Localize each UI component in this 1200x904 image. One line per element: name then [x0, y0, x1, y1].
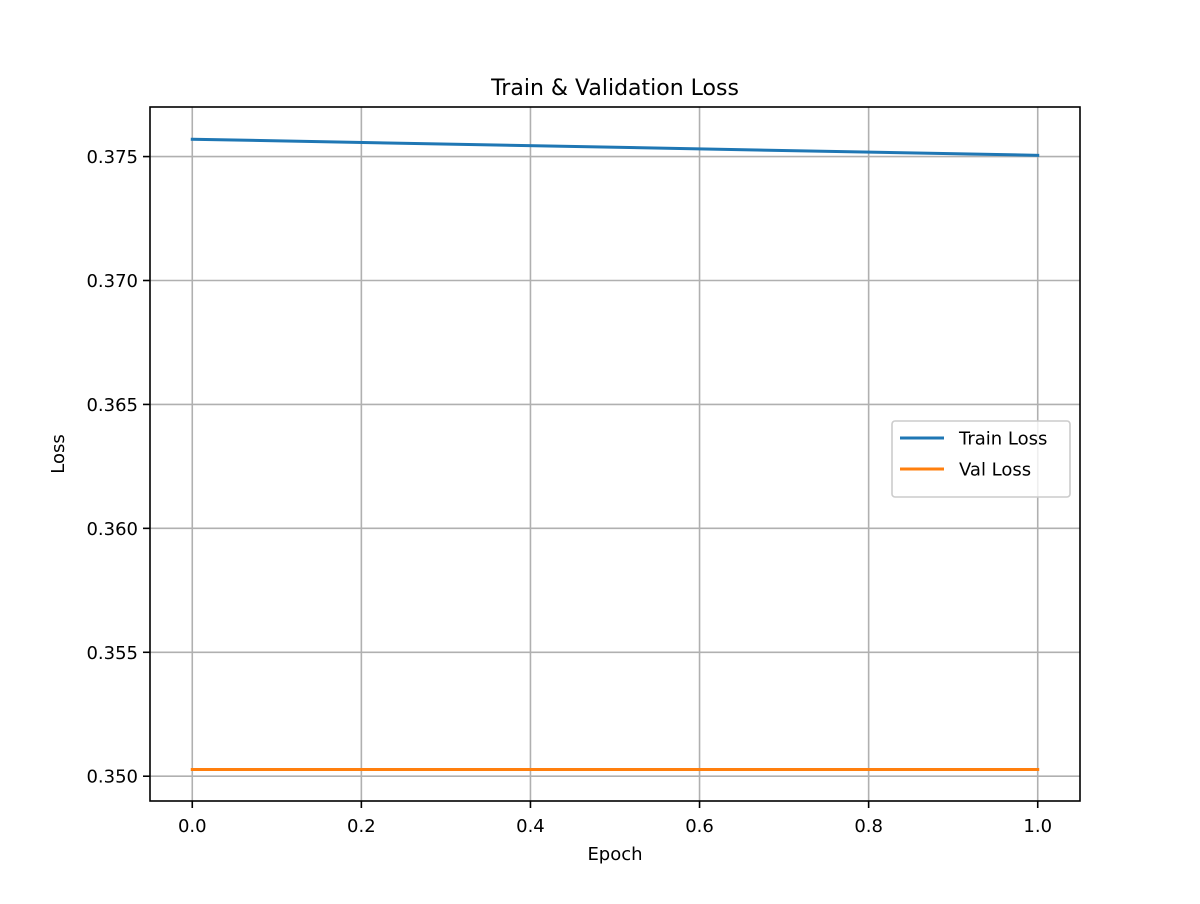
x-tick-label: 1.0 [1023, 816, 1052, 837]
plot-frame [149, 106, 1081, 802]
legend-box [891, 420, 1071, 498]
chart-title: Train & Validation Loss [490, 76, 739, 101]
x-tick-label: 0.6 [685, 816, 714, 837]
y-tick-label: 0.350 [86, 767, 138, 788]
axis-ticks: 0.0 0.2 0.4 0.6 0.8 1.0 0.350 0.355 0.360 0.365 0.… [86, 147, 1052, 837]
series-lines [190, 137, 1040, 772]
y-tick-label: 0.355 [86, 643, 138, 664]
legend-label: Train Loss [958, 429, 1047, 450]
y-axis-label: Loss [48, 434, 69, 473]
legend: Train Loss Val Loss [891, 420, 1071, 498]
x-tick-label: 0.8 [854, 816, 883, 837]
y-tick-label: 0.370 [86, 271, 138, 292]
legend-label: Val Loss [959, 460, 1031, 481]
x-tick-label: 0.4 [516, 816, 545, 837]
series-line-train-loss [190, 137, 1040, 157]
y-tick-label: 0.375 [86, 147, 138, 168]
x-tick-label: 0.0 [178, 816, 207, 837]
y-tick-label: 0.360 [86, 519, 138, 540]
x-axis-label: Epoch [587, 844, 642, 865]
y-tick-label: 0.365 [86, 395, 138, 416]
x-tick-label: 0.2 [347, 816, 376, 837]
